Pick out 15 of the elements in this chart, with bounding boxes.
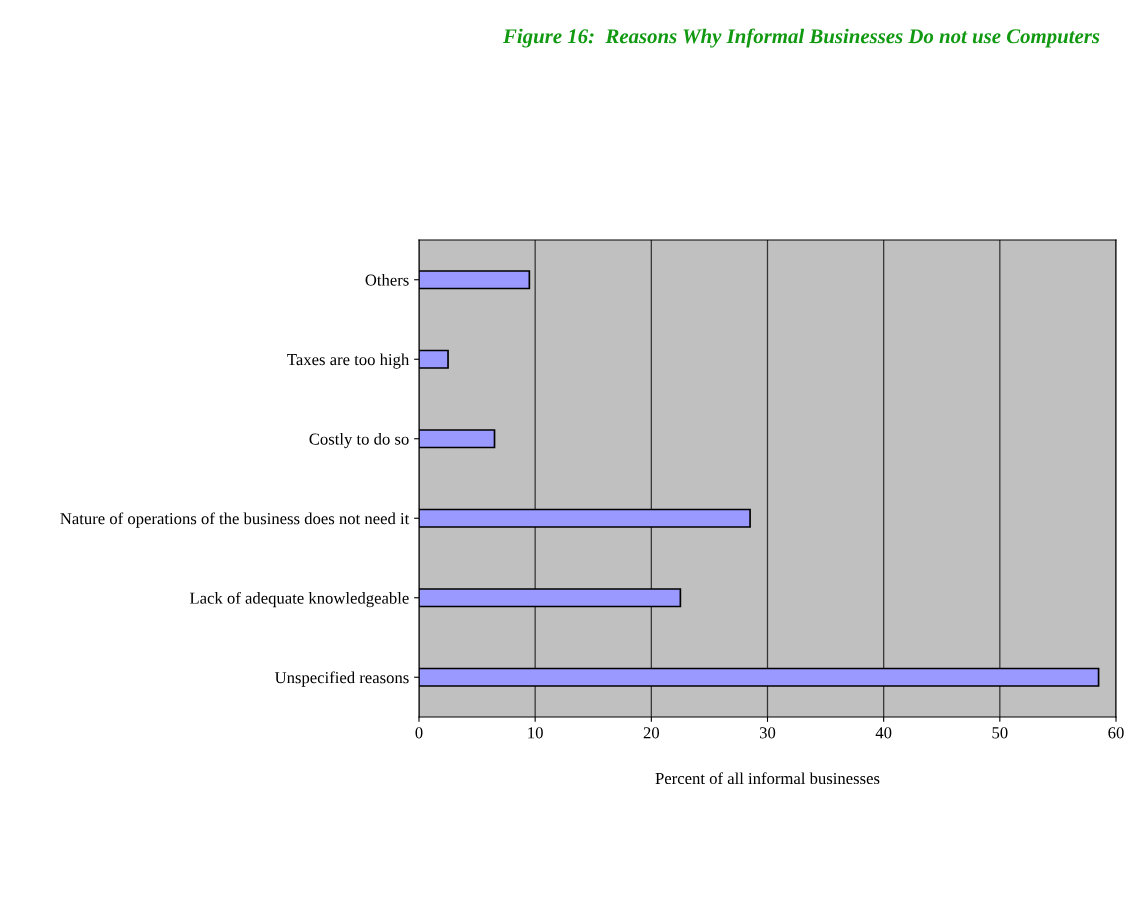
x-tick-label: 20 xyxy=(643,727,660,739)
y-tick-label: Lack of adequate knowledgeable xyxy=(189,591,409,608)
y-tick-label: Others xyxy=(365,273,409,286)
x-tick-label: 10 xyxy=(528,727,543,739)
y-tick-label: Costly to do so xyxy=(309,432,409,449)
x-axis-title: Percent of all informal businesses xyxy=(655,772,880,785)
x-tick-label: 0 xyxy=(415,727,423,739)
y-tick-label: Nature of operations of the business does not need it xyxy=(60,512,410,528)
x-tick-label: 50 xyxy=(992,727,1008,739)
x-tick-label: 40 xyxy=(875,727,892,739)
x-tick-label: 30 xyxy=(759,727,776,739)
y-tick-label: Unspecified reasons xyxy=(274,671,409,687)
x-tick-label: 60 xyxy=(1108,727,1124,739)
chart-title: Figure 16: Reasons Why Informal Businesses Do not use Computers xyxy=(502,28,1100,48)
y-tick-label: Taxes are too high xyxy=(287,353,410,369)
